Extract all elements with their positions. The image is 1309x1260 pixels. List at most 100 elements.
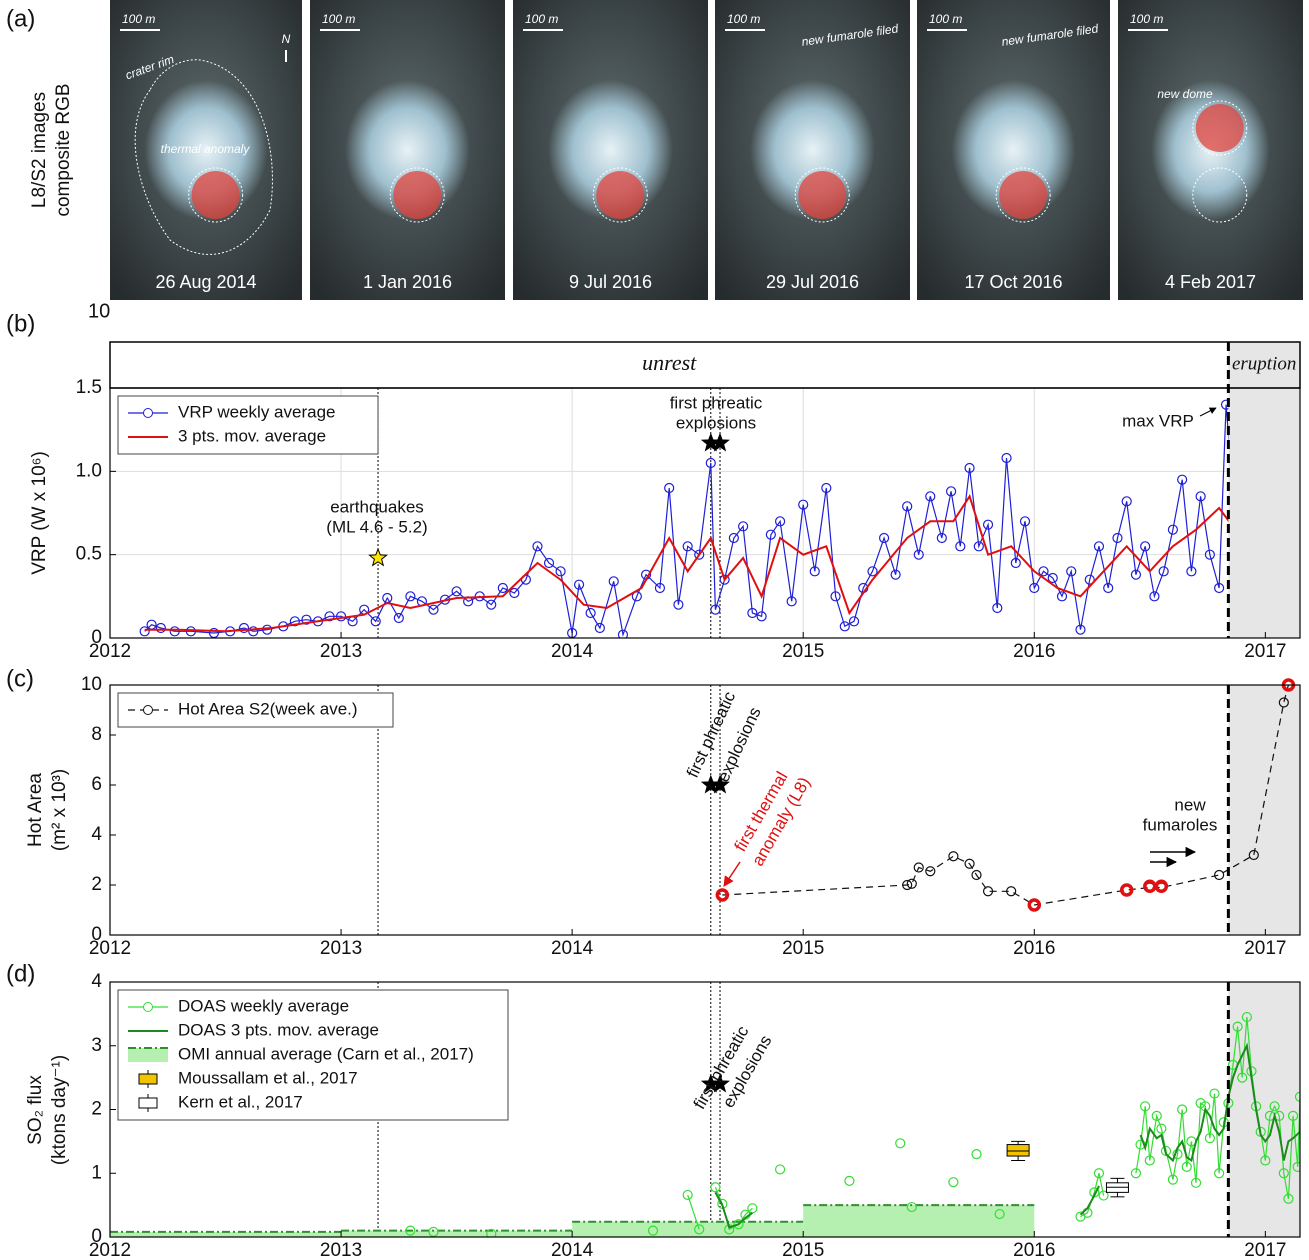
data-point xyxy=(1151,1110,1162,1121)
y-axis-label: SO₂ flux xyxy=(25,1075,46,1145)
y-tick-label: 1.5 xyxy=(76,377,102,398)
plot-area xyxy=(110,388,1300,638)
image-outline xyxy=(389,167,445,223)
data-point xyxy=(1248,849,1259,861)
data-point xyxy=(682,541,693,552)
x-tick-label: 2012 xyxy=(89,1240,131,1260)
data-point xyxy=(848,616,860,627)
y-tick-label: 6 xyxy=(91,774,102,795)
data-point xyxy=(1149,591,1160,602)
series-line xyxy=(144,388,1292,633)
omi-band xyxy=(803,1205,1035,1237)
data-point xyxy=(906,878,917,889)
legend-swatch xyxy=(143,705,153,715)
data-point xyxy=(1075,624,1086,635)
data-point xyxy=(1112,532,1123,544)
plot-area xyxy=(377,685,1300,935)
satellite-image: 100 m 4 Feb 2017 new dome xyxy=(1118,0,1303,300)
data-point xyxy=(1269,1101,1280,1112)
data-point xyxy=(948,1177,959,1188)
legend-label: 3 pts. mov. average xyxy=(178,426,326,445)
data-point xyxy=(774,516,786,527)
data-point xyxy=(370,616,381,627)
data-point xyxy=(1140,1101,1151,1112)
data-point xyxy=(1019,516,1031,527)
omi-band xyxy=(110,1231,342,1237)
data-point xyxy=(1232,1021,1243,1032)
data-point xyxy=(1181,1161,1192,1172)
data-point xyxy=(1167,1174,1179,1185)
data-point xyxy=(1177,1104,1188,1115)
data-point xyxy=(756,611,767,622)
data-point xyxy=(1241,1011,1252,1023)
series-line xyxy=(722,685,1289,906)
y-tick-label: 10 xyxy=(81,674,102,695)
data-point xyxy=(1156,1123,1167,1134)
data-point xyxy=(786,596,797,607)
data-point xyxy=(1186,566,1197,577)
header-label: eruption xyxy=(1232,353,1296,374)
panel-label: (a) xyxy=(6,5,35,32)
x-tick-label: 2017 xyxy=(1244,641,1286,662)
eruption-shading xyxy=(1228,982,1300,1237)
legend-label: DOAS 3 pts. mov. average xyxy=(178,1020,379,1039)
y-axis-label: VRP (W x 10⁶) xyxy=(29,451,50,575)
x-tick-label: 2014 xyxy=(551,641,594,662)
legend-label: Hot Area S2(week ave.) xyxy=(178,699,358,718)
data-point xyxy=(1260,1155,1271,1166)
data-point xyxy=(185,626,196,637)
scale-label: 100 m xyxy=(322,12,355,26)
data-point xyxy=(1084,574,1095,585)
data-point xyxy=(1158,566,1169,577)
data-point xyxy=(710,604,721,615)
data-point xyxy=(324,611,335,622)
legend-label: Moussallam et al., 2017 xyxy=(178,1068,358,1087)
data-point xyxy=(1130,1168,1142,1179)
annotation: new xyxy=(1174,795,1206,814)
y-tick-label: 4 xyxy=(91,971,102,992)
x-tick-label: 2015 xyxy=(782,1240,824,1260)
data-point xyxy=(1029,582,1040,594)
data-point xyxy=(994,1208,1005,1220)
data-point xyxy=(925,491,936,502)
image-outline xyxy=(188,167,244,223)
data-point xyxy=(948,851,959,862)
image-hot-spot xyxy=(1195,104,1244,152)
data-point xyxy=(1144,1155,1155,1166)
legend-box xyxy=(117,989,509,1121)
data-point xyxy=(169,626,180,637)
data-point xyxy=(821,482,832,494)
data-point xyxy=(878,532,890,544)
x-tick-label: 2012 xyxy=(89,938,131,959)
l8-point xyxy=(1027,898,1042,912)
x-tick-label: 2013 xyxy=(320,938,362,959)
image-hot-spot xyxy=(596,171,645,219)
image-outline xyxy=(1192,100,1248,156)
data-point xyxy=(1047,572,1058,584)
data-point xyxy=(992,602,1003,614)
image-hot-spot xyxy=(798,171,847,219)
image-annotation: new dome xyxy=(1157,87,1213,101)
data-point xyxy=(964,462,975,474)
image-hot-spot xyxy=(999,171,1048,219)
y-axis-label: (ktons day⁻¹) xyxy=(49,1055,70,1165)
data-point xyxy=(1283,1193,1294,1204)
data-point xyxy=(982,886,994,897)
data-point xyxy=(1103,582,1114,594)
data-point xyxy=(971,1149,982,1160)
y-tick-label: 1 xyxy=(91,1162,102,1183)
data-point xyxy=(1056,591,1068,602)
eruption-shading xyxy=(1228,342,1300,638)
l8-point xyxy=(1143,879,1157,893)
data-point xyxy=(971,869,982,881)
l8-point xyxy=(715,888,730,902)
data-point xyxy=(497,582,508,594)
y-tick-label: 0 xyxy=(91,627,102,648)
omi-band xyxy=(572,1221,804,1237)
data-point xyxy=(809,566,820,577)
data-point xyxy=(573,579,585,590)
